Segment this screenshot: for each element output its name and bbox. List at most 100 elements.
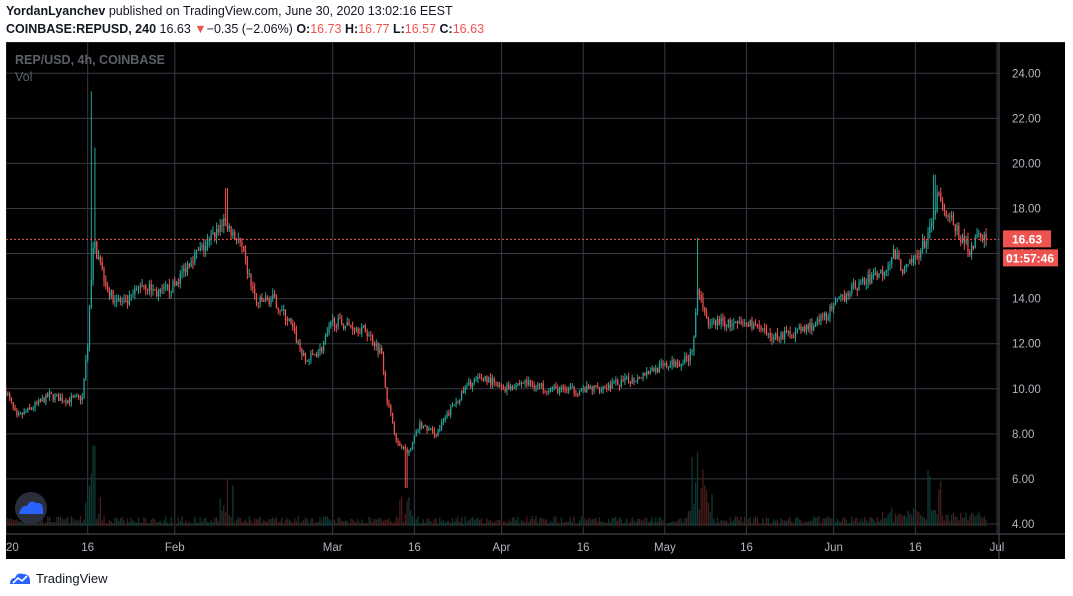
candle-body	[733, 322, 735, 325]
candle-body	[778, 339, 780, 341]
candle-body	[735, 321, 737, 323]
candle-body	[586, 385, 588, 393]
volume-bar	[960, 512, 962, 526]
volume-bar	[517, 516, 519, 526]
time-tick-label: 16	[909, 542, 922, 554]
volume-bar	[751, 523, 753, 526]
volume-bar	[344, 520, 347, 526]
candle-body	[647, 371, 650, 374]
volume-bar	[740, 516, 742, 526]
volume-bar	[711, 494, 713, 526]
candle-body	[965, 239, 967, 243]
candle-body	[678, 364, 681, 367]
volume-bar	[733, 519, 735, 526]
candle-body	[952, 215, 955, 226]
volume-bar	[738, 520, 740, 526]
price-axis-labels[interactable]: 24.0022.0020.0018.0016.0014.0012.0010.00…	[1012, 68, 1041, 531]
time-axis-labels[interactable]: 2020 16 Feb Mar 16 Apr 16 May 16 Jun 16 Jul	[0, 542, 1004, 554]
volume-bar	[938, 489, 940, 526]
candle-body	[232, 231, 234, 236]
volume-bar	[56, 516, 58, 526]
price-chart[interactable]: 24.0022.0020.0018.0016.0014.0012.0010.00…	[0, 41, 1065, 559]
candle-body	[370, 335, 372, 337]
candle-body	[163, 286, 165, 289]
volume-bar	[105, 523, 107, 526]
footer-branding[interactable]: TradingView	[8, 568, 108, 588]
volume-bar	[480, 518, 483, 526]
chart-legend-title: REP/USD, 4h, COINBASE	[15, 53, 165, 67]
candle-body	[450, 407, 452, 416]
candle-body	[624, 377, 626, 382]
tradingview-logo-icon[interactable]	[15, 492, 47, 524]
volume-bar	[885, 517, 887, 526]
candle-body	[526, 380, 528, 385]
volume-bar	[803, 522, 806, 526]
candle-body	[25, 411, 27, 413]
volume-bar	[381, 519, 383, 526]
author-name[interactable]: YordanLyanchev	[6, 4, 106, 18]
candle-body	[764, 328, 766, 330]
candle-body	[371, 336, 374, 344]
candle-body	[765, 329, 768, 335]
candle-body	[656, 367, 659, 373]
volume-bar	[860, 518, 862, 526]
volume-bar	[232, 485, 234, 526]
volume-bar	[301, 521, 303, 526]
volume-bar	[607, 519, 610, 526]
volume-bar	[94, 446, 96, 526]
volume-legend: Vol	[15, 70, 32, 84]
candle-body	[74, 395, 76, 398]
volume-bar	[716, 517, 719, 526]
candle-body	[515, 385, 517, 388]
volume-bar	[119, 518, 121, 526]
volume-bar	[361, 519, 363, 526]
volume-bar	[867, 521, 869, 526]
volume-bar	[582, 520, 584, 526]
candle-body	[59, 397, 62, 401]
candle-body	[451, 405, 454, 408]
volume-bar	[571, 522, 573, 526]
candle-body	[188, 263, 190, 267]
candle-body	[774, 333, 777, 338]
volume-bar	[108, 520, 111, 526]
candle-body	[243, 246, 245, 252]
volume-bar	[471, 516, 474, 526]
volume-bar	[627, 523, 630, 526]
candle-body	[578, 391, 581, 395]
candle-body	[304, 352, 307, 362]
candlestick-series[interactable]	[5, 91, 987, 488]
candle-body	[980, 233, 982, 238]
volume-bar	[611, 518, 613, 526]
candle-body	[745, 322, 748, 325]
candle-body	[110, 289, 112, 297]
candle-body	[399, 442, 401, 446]
candle-body	[949, 215, 951, 217]
volume-bar	[954, 516, 956, 526]
chart-panel[interactable]: 24.0022.0020.0018.0016.0014.0012.0010.00…	[0, 41, 1065, 559]
candle-body	[725, 325, 728, 327]
volume-bar	[754, 516, 757, 526]
candle-body	[190, 261, 192, 267]
volume-bar	[58, 516, 60, 526]
candle-body	[715, 320, 717, 326]
volume-bar	[856, 517, 858, 526]
candle-body	[760, 326, 762, 330]
volume-bar	[243, 521, 245, 526]
candle-body	[410, 448, 412, 450]
volume-bar	[813, 516, 815, 526]
volume-bar	[952, 512, 955, 526]
candle-body	[905, 265, 907, 268]
candle-body	[332, 318, 334, 322]
publish-info: YordanLyanchev published on TradingView.…	[6, 4, 453, 18]
candle-body	[248, 273, 250, 275]
candle-body	[54, 395, 56, 400]
candle-body	[471, 382, 474, 388]
volume-bar	[446, 521, 448, 526]
volume-bar	[689, 510, 691, 526]
price-tick-label: 8.00	[1012, 429, 1034, 441]
volume-bar	[709, 511, 711, 526]
candle-body	[299, 341, 301, 349]
volume-bar	[112, 523, 114, 526]
candle-body	[945, 210, 947, 217]
volume-bar	[929, 476, 931, 526]
